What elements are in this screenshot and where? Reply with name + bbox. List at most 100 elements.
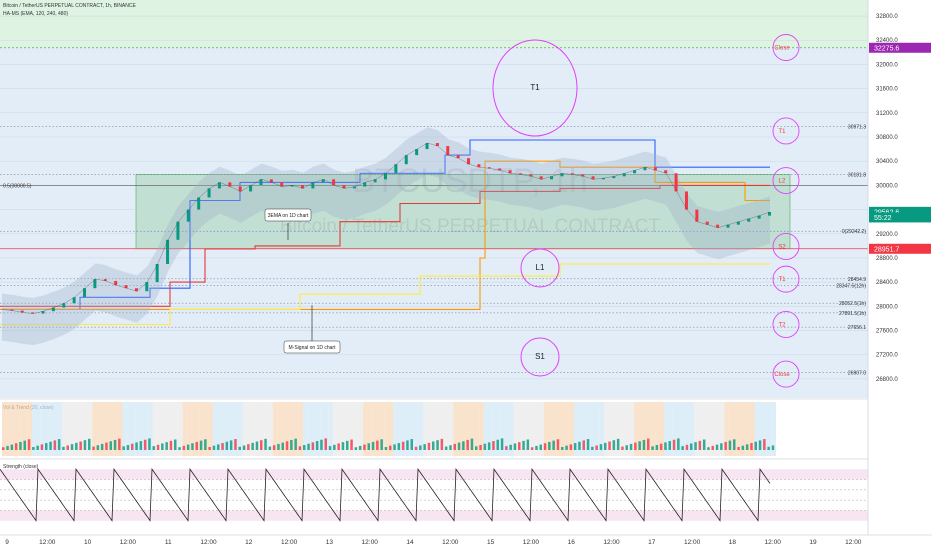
level-label: 30181.8: [848, 172, 866, 178]
price-tick: 28000.0: [876, 304, 898, 310]
price-candle: [373, 179, 377, 183]
volume-bar: [427, 442, 431, 450]
target-circle: [772, 167, 800, 194]
time-tick: 12:00: [603, 539, 620, 546]
time-tick: 12: [245, 539, 253, 546]
price-candle: [612, 176, 616, 179]
volume-trend-bg: [272, 402, 278, 456]
volume-bar: [737, 447, 740, 450]
volume-bar: [290, 439, 293, 450]
price-tick: 27200.0: [876, 353, 898, 359]
volume-trend-bg: [156, 402, 162, 456]
price-candle: [62, 303, 66, 308]
volume-bar: [40, 444, 44, 450]
volume-trend-bg: [586, 402, 592, 456]
volume-trend-bg: [135, 402, 140, 456]
volume-trend-bg: [707, 402, 712, 456]
price-tick: 28800.0: [876, 256, 898, 262]
volume-trend-bg: [208, 402, 213, 456]
volume-bar: [393, 444, 396, 450]
price-candle: [31, 312, 35, 314]
indicator-header[interactable]: HA-MS (EMA, 120, 240, 480): [3, 11, 69, 17]
price-candle: [321, 179, 325, 183]
volume-trend-bg: [139, 402, 144, 456]
volume-trend-bg: [672, 402, 678, 456]
volume-trend-bg: [483, 402, 488, 456]
volume-bar: [449, 445, 452, 450]
price-candle: [508, 170, 512, 174]
level-label: 27891.5(1h): [839, 311, 866, 317]
price-candle: [269, 179, 273, 183]
volume-panel: Vol & Trend (20, close)2000001000000: [0, 398, 932, 458]
volume-bar: [518, 442, 521, 450]
volume-trend-bg: [410, 402, 415, 456]
volume-trend-bg: [307, 402, 312, 456]
volume-trend-bg: [397, 402, 402, 456]
volume-trend-bg: [2, 402, 7, 456]
volume-bar: [311, 442, 315, 450]
volume-trend-bg: [109, 402, 114, 456]
volume-bar: [255, 441, 259, 450]
volume-bar: [771, 445, 775, 450]
volume-trend-bg: [406, 402, 411, 456]
time-tick: 12:00: [120, 539, 137, 546]
volume-bar: [715, 444, 719, 450]
volume-trend-bg: [543, 402, 549, 456]
price-tick: 28400.0: [876, 280, 898, 286]
volume-bar: [75, 442, 78, 450]
volume-bar: [79, 441, 82, 450]
volume-bar: [539, 444, 542, 450]
price-badge: [869, 212, 931, 223]
volume-trend-bg: [522, 402, 527, 456]
volume-trend-bg: [40, 402, 45, 456]
price-candle: [166, 239, 170, 264]
time-axis[interactable]: 9 12:00 10 12:00 11 12:00 12 12:00 13 12:00 14 12:0…: [0, 534, 932, 550]
volume-trend-bg: [432, 402, 437, 456]
volume-trend-bg: [518, 402, 523, 456]
volume-trend-bg: [118, 402, 123, 456]
price-axis[interactable]: 32800.0 32400.0 32000.0 31600.0 31200.0 30800…: [867, 0, 932, 550]
time-tick: 15: [487, 539, 495, 546]
volume-trend-bg: [264, 402, 269, 456]
volume-bar: [608, 441, 611, 450]
price-badge: [869, 243, 931, 254]
callout-box: [283, 340, 341, 354]
price-candle: [176, 221, 180, 240]
price-candle: [124, 285, 128, 289]
volume-bar: [492, 441, 495, 450]
volume-trend-bg: [27, 402, 33, 456]
volume-trend-bg: [668, 402, 673, 456]
volume-trend-bg: [363, 402, 368, 456]
time-tick: 17: [648, 539, 656, 546]
volume-bar: [690, 443, 693, 450]
price-candle: [145, 282, 149, 292]
symbol-header[interactable]: Bitcoin / TetherUS PERPETUAL CONTRACT, 1…: [3, 3, 136, 9]
volume-trend-bg: [737, 402, 742, 456]
yellow-step-line: [0, 263, 770, 326]
volume-trend-bg: [698, 402, 703, 456]
price-candle: [664, 170, 668, 174]
time-tick: 18: [729, 539, 737, 546]
price-candle: [404, 155, 408, 165]
price-candle: [446, 146, 450, 156]
volume-trend-bg: [393, 402, 398, 456]
level-label: 0(29242.2): [842, 229, 867, 235]
price-candle: [238, 186, 242, 192]
volume-bar: [57, 439, 61, 450]
volume-trend-bg: [341, 402, 346, 456]
volume-trend-bg: [401, 402, 407, 456]
price-candle: [93, 279, 97, 289]
volume-trend-bg: [677, 402, 682, 456]
price-candle: [768, 211, 771, 216]
price-badge-label: 28951.7: [874, 246, 899, 253]
volume-trend-bg: [182, 402, 187, 456]
volume-bar: [707, 447, 710, 450]
volume-bar: [758, 440, 762, 450]
volume-bar: [530, 447, 534, 450]
time-tick: 12:00: [442, 539, 459, 546]
price-candle: [72, 297, 76, 304]
volume-trend-bg: [427, 402, 432, 456]
volume-bar: [272, 445, 276, 450]
target-circle: [772, 34, 800, 61]
